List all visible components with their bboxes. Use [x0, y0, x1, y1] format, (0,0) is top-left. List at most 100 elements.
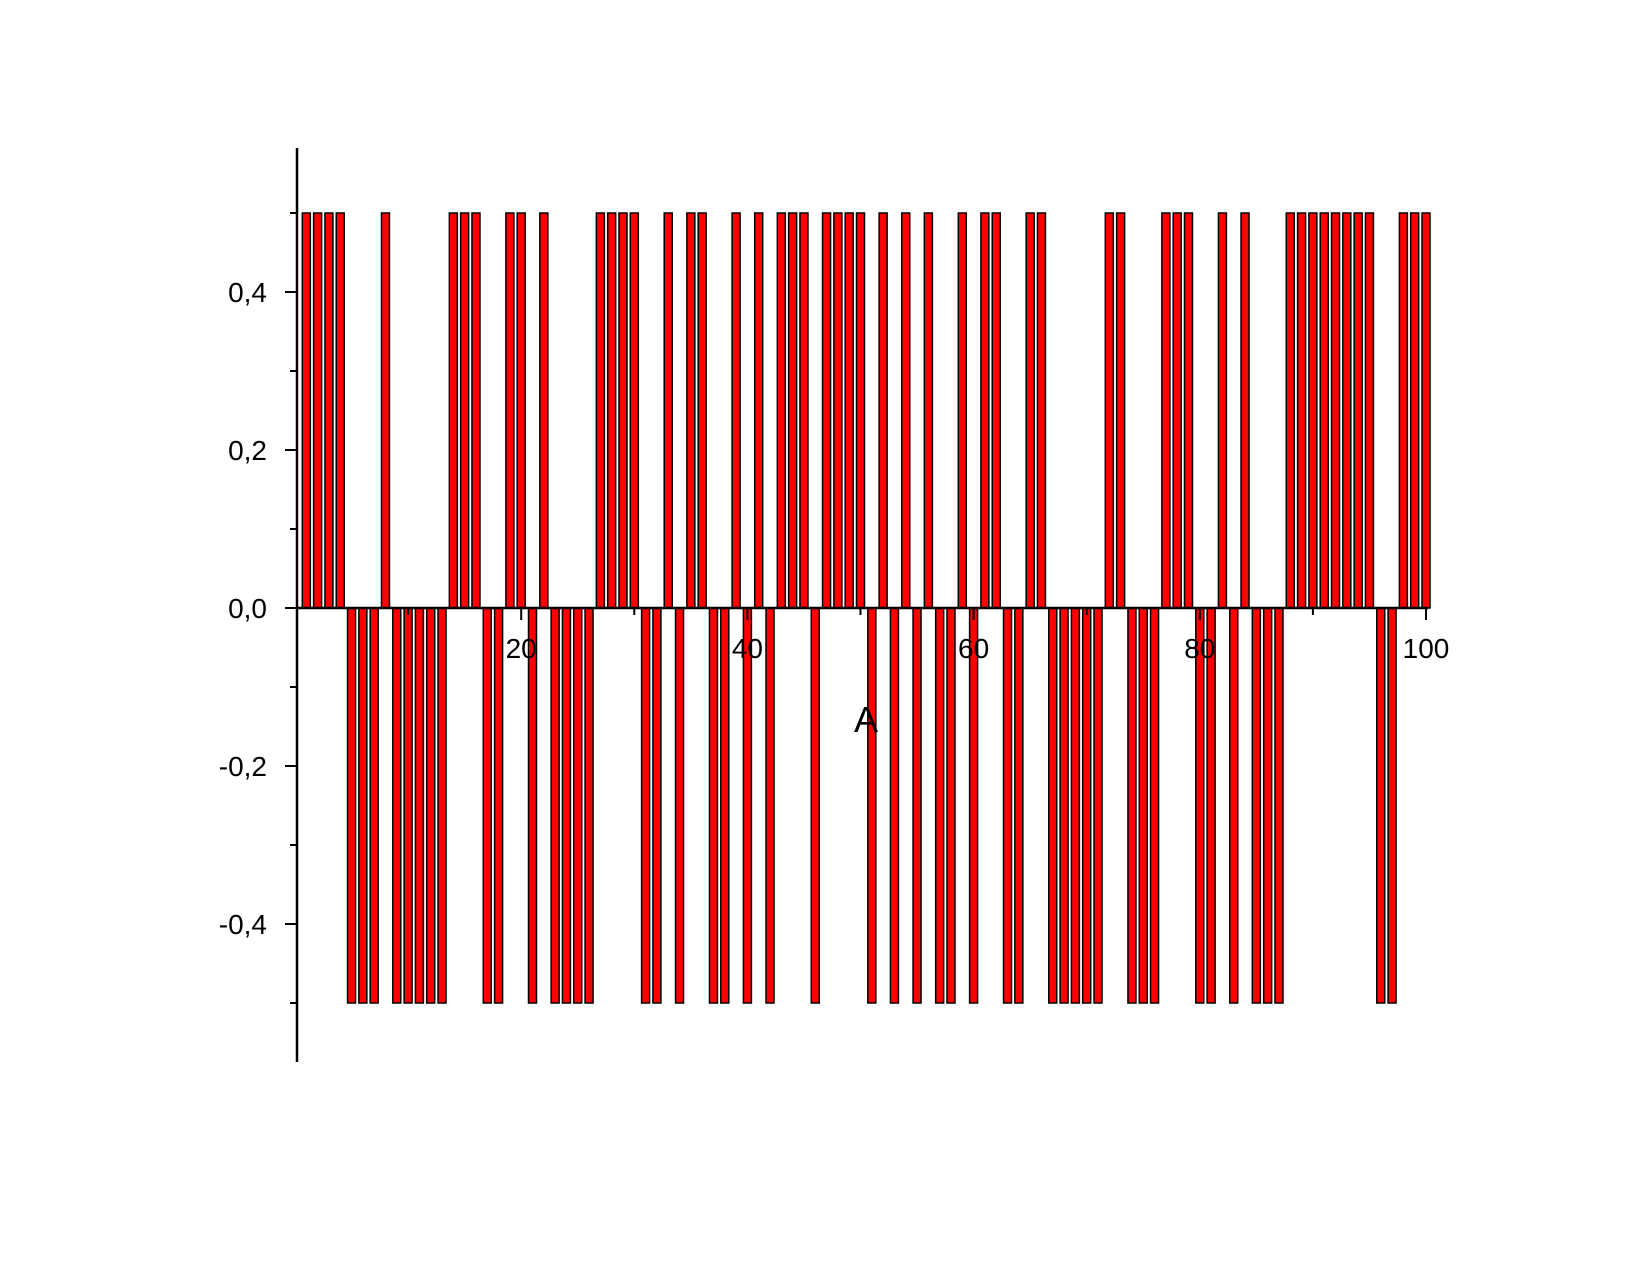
bar-34	[674, 607, 685, 1004]
bar-13	[437, 607, 447, 1004]
bar-3	[324, 212, 334, 609]
bar-14	[448, 212, 459, 609]
x-tick-label: 60	[958, 633, 989, 664]
bar-97	[1387, 607, 1397, 1004]
bar-31	[640, 607, 651, 1004]
bar-27	[595, 212, 606, 609]
bar-78	[1172, 212, 1182, 609]
bar-39	[731, 212, 741, 609]
bar-59	[957, 212, 968, 609]
bar-88	[1285, 212, 1296, 609]
bar-28	[606, 212, 617, 609]
x-axis-title: A	[854, 699, 878, 740]
bar-76	[1149, 607, 1160, 1004]
axes: -0,4 -0,2 0,0 0,2 0,4 20 40 60 80 100	[219, 148, 1450, 1062]
bar-24	[561, 607, 572, 1004]
bar-50	[855, 212, 866, 609]
bar-80	[1195, 607, 1205, 1004]
bar-62	[991, 212, 1001, 609]
bar-67	[1048, 607, 1058, 1004]
bar-26	[584, 607, 594, 1004]
bar-85	[1251, 607, 1262, 1004]
bar-17	[482, 607, 493, 1004]
bar-48	[833, 212, 843, 609]
bar-66	[1036, 212, 1047, 609]
bar-86	[1262, 607, 1273, 1004]
bar-16	[471, 212, 481, 609]
bar-12	[425, 607, 436, 1004]
bar-45	[799, 212, 809, 609]
bar-9	[392, 607, 402, 1004]
y-tick-label: -0,2	[219, 751, 267, 782]
bar-96	[1376, 607, 1386, 1004]
bar-5	[346, 607, 357, 1004]
bar-7	[369, 607, 379, 1004]
bar-56	[923, 212, 934, 609]
bar-73	[1115, 212, 1126, 609]
x-tick-label: 20	[506, 633, 537, 664]
bar-74	[1127, 607, 1137, 1004]
bar-77	[1161, 212, 1171, 609]
bar-22	[539, 212, 549, 609]
bar-4	[335, 212, 345, 609]
bar-11	[414, 607, 425, 1004]
bar-32	[652, 607, 662, 1004]
bar-21	[527, 607, 538, 1004]
bar-42	[765, 607, 775, 1004]
bar-71	[1093, 607, 1103, 1004]
bar-25	[573, 607, 583, 1004]
bar-1	[301, 212, 312, 609]
bar-6	[358, 607, 368, 1004]
bar-68	[1059, 607, 1069, 1004]
bar-69	[1070, 607, 1081, 1004]
bar-10	[403, 607, 413, 1004]
bar-72	[1104, 212, 1115, 609]
y-tick-label: 0,0	[228, 593, 267, 624]
bar-33	[663, 212, 673, 609]
bar-18	[493, 607, 504, 1004]
bar-52	[878, 212, 888, 609]
bar-83	[1228, 607, 1239, 1004]
bar-38	[720, 607, 730, 1004]
bar-30	[629, 212, 640, 609]
bar-100	[1421, 212, 1431, 609]
bar-99	[1409, 212, 1420, 609]
bar-23	[550, 607, 560, 1004]
bar-58	[946, 607, 956, 1004]
bar-54	[900, 212, 911, 609]
bar-51	[867, 607, 877, 1004]
bar-98	[1398, 212, 1409, 609]
bar-49	[844, 212, 854, 609]
bar-89	[1296, 212, 1307, 609]
bar-57	[934, 607, 945, 1004]
bar-70	[1081, 607, 1092, 1004]
bar-35	[686, 212, 696, 609]
bar-93	[1342, 212, 1352, 609]
bar-20	[516, 212, 526, 609]
bar-65	[1025, 212, 1035, 609]
bar-61	[980, 212, 990, 609]
bar-41	[753, 212, 764, 609]
bar-44	[787, 212, 798, 609]
bar-91	[1319, 212, 1329, 609]
y-tick-label: 0,2	[228, 435, 267, 466]
bar-19	[505, 212, 515, 609]
x-tick-label: 40	[732, 633, 763, 664]
bar-82	[1217, 212, 1228, 609]
bar-84	[1240, 212, 1250, 609]
bar-92	[1330, 212, 1341, 609]
bar-75	[1138, 607, 1148, 1004]
bar-29	[618, 212, 628, 609]
bar-95	[1364, 212, 1375, 609]
y-tick-label: 0,4	[228, 277, 267, 308]
bar-8	[380, 212, 391, 609]
bar-94	[1353, 212, 1363, 609]
bar-37	[708, 607, 719, 1004]
bar-79	[1183, 212, 1194, 609]
y-tick-label: -0,4	[219, 909, 267, 940]
x-tick-label: 80	[1184, 633, 1215, 664]
bar-43	[776, 212, 787, 609]
x-tick-label: 100	[1403, 633, 1450, 664]
bar-63	[1002, 607, 1013, 1004]
